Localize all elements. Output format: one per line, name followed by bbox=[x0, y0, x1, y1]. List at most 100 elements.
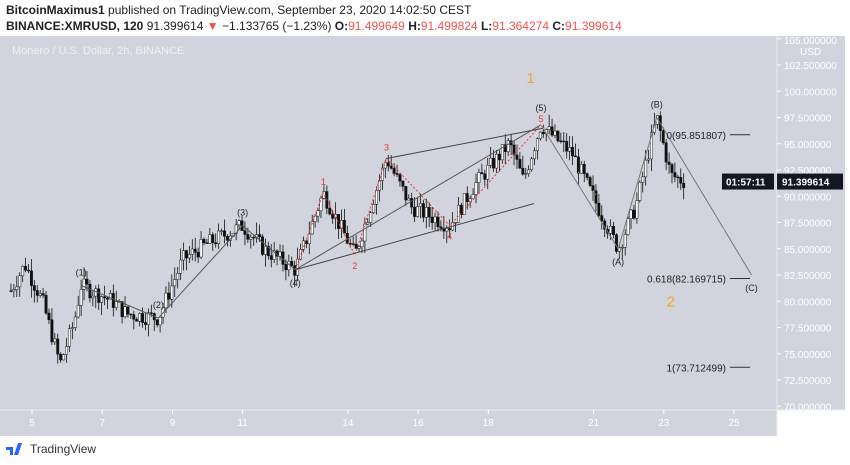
candle-body bbox=[263, 245, 267, 255]
candle-body bbox=[146, 312, 150, 325]
candle-body bbox=[73, 316, 77, 328]
chart-title: Monero / U.S. Dollar, 2h, BINANCE bbox=[12, 45, 184, 57]
candle-body bbox=[106, 297, 109, 300]
candle-body bbox=[217, 230, 221, 245]
change: −1.133765 (−1.23%) bbox=[222, 19, 332, 33]
candle-body bbox=[366, 222, 370, 225]
candle-body bbox=[480, 172, 484, 175]
candle-body bbox=[541, 131, 545, 135]
candle-body bbox=[661, 130, 665, 144]
x-tick-label: 9 bbox=[170, 418, 176, 429]
candle-body bbox=[413, 206, 417, 217]
candle-body bbox=[553, 130, 557, 136]
author[interactable]: BitcoinMaximus1 bbox=[6, 3, 105, 17]
candle-body bbox=[609, 226, 613, 234]
candle-body bbox=[342, 220, 346, 234]
candle-body bbox=[579, 164, 583, 174]
candle-body bbox=[15, 286, 19, 290]
candle-body bbox=[100, 296, 104, 303]
candle-body bbox=[35, 290, 39, 296]
o-label: O: bbox=[334, 19, 349, 33]
elliott-minor-wave-line bbox=[294, 124, 542, 270]
candle-body bbox=[108, 293, 112, 300]
close: 91.399614 bbox=[565, 19, 622, 33]
candle-body bbox=[629, 209, 633, 219]
candle-body bbox=[205, 242, 209, 244]
candle-body bbox=[597, 202, 601, 216]
candle-body bbox=[650, 132, 653, 160]
channel-lower-line bbox=[295, 203, 535, 271]
candle-body bbox=[635, 200, 639, 219]
candle-body bbox=[65, 346, 68, 355]
candle-body bbox=[521, 167, 525, 175]
symbol: BINANCE:XMRUSD, 120 bbox=[6, 19, 144, 33]
plot-area bbox=[0, 36, 777, 410]
candle-body bbox=[378, 180, 381, 191]
candle-body bbox=[328, 208, 332, 215]
candle-body bbox=[272, 250, 276, 260]
candle-body bbox=[416, 206, 419, 217]
tradingview-logo[interactable]: TradingView bbox=[6, 442, 96, 456]
candle-body bbox=[258, 234, 262, 238]
candle-body bbox=[363, 223, 367, 242]
candle-body bbox=[421, 203, 425, 218]
candle-body bbox=[351, 243, 355, 245]
fib-level-label: 0.618(82.169715) bbox=[647, 274, 726, 285]
candle-body bbox=[676, 176, 680, 179]
y-tick-label: 97.500000 bbox=[784, 114, 832, 125]
candle-body bbox=[132, 314, 136, 320]
y-tick-label: 92.500000 bbox=[784, 166, 832, 177]
candle-body bbox=[24, 265, 28, 271]
candle-body bbox=[673, 172, 677, 178]
candle-body bbox=[41, 293, 45, 296]
candle-body bbox=[568, 147, 572, 152]
candle-body bbox=[404, 186, 408, 201]
channel-upper-line bbox=[386, 127, 545, 159]
candle-body bbox=[386, 162, 390, 167]
candle-body bbox=[524, 173, 528, 175]
candle-body bbox=[76, 304, 80, 318]
candle-body bbox=[103, 296, 106, 299]
elliott-major-label: (4) bbox=[290, 278, 301, 288]
candle-body bbox=[647, 158, 651, 161]
y-tick-label: 77.500000 bbox=[784, 324, 832, 335]
candle-body bbox=[503, 144, 507, 153]
candle-body bbox=[612, 226, 615, 235]
candle-body bbox=[167, 292, 171, 300]
candle-body bbox=[141, 313, 145, 323]
publish-info: BitcoinMaximus1 published on TradingView… bbox=[6, 3, 471, 17]
candle-body bbox=[497, 153, 501, 161]
y-tick-label: 85.000000 bbox=[784, 245, 832, 256]
candle-body bbox=[433, 216, 437, 223]
candle-body bbox=[126, 306, 130, 315]
candle-body bbox=[667, 161, 671, 165]
x-tick-label: 14 bbox=[342, 418, 354, 429]
price-chart[interactable]: Monero / U.S. Dollar, 2h, BINANCE 105.000… bbox=[0, 36, 850, 436]
candle-body bbox=[468, 198, 472, 202]
candle-body bbox=[184, 250, 188, 259]
candle-body bbox=[392, 168, 396, 174]
candle-body bbox=[512, 144, 516, 156]
y-tick-label: 90.000000 bbox=[784, 192, 832, 203]
candle-body bbox=[27, 269, 30, 272]
candle-body bbox=[187, 253, 191, 259]
elliott-minor-label: 5 bbox=[538, 114, 543, 124]
candle-body bbox=[565, 140, 569, 152]
candle-body bbox=[340, 220, 343, 229]
corrective-wave-line bbox=[540, 116, 752, 276]
candle-body bbox=[290, 261, 294, 266]
y-tick-label: 87.500000 bbox=[784, 219, 832, 230]
candle-body bbox=[284, 264, 288, 271]
ohlc-bar: BINANCE:XMRUSD, 120 91.399614 ▼ −1.13376… bbox=[6, 19, 622, 33]
y-tick-label: 75.000000 bbox=[784, 350, 832, 361]
candle-body bbox=[623, 234, 627, 248]
candle-body bbox=[454, 222, 457, 224]
y-tick-label: 72.500000 bbox=[784, 376, 832, 387]
candle-body bbox=[307, 233, 311, 244]
candle-body bbox=[261, 236, 264, 255]
candle-body bbox=[70, 327, 74, 329]
candle-body bbox=[506, 140, 510, 153]
candle-body bbox=[170, 285, 174, 300]
candle-body bbox=[550, 126, 554, 136]
candle-body bbox=[319, 198, 323, 211]
